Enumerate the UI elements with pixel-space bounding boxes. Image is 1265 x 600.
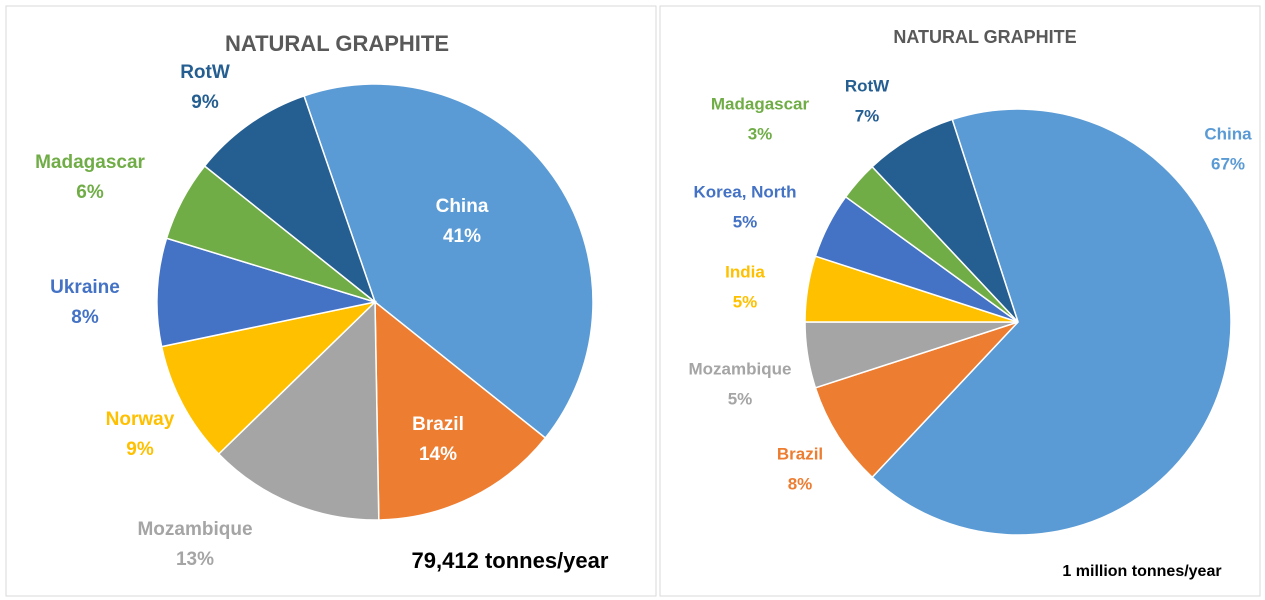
slice-label: Norway [106,409,175,430]
panel-border [659,5,1261,597]
slice-value: 6% [76,182,104,203]
slice-label: India [725,262,765,281]
slice-label: Madagascar [35,152,145,173]
panel-border [5,5,657,597]
slice-value: 3% [748,124,773,143]
slice-value: 8% [71,307,99,328]
slice-value: 8% [788,474,813,493]
slice-label: China [1204,124,1252,143]
slice-value: 9% [191,92,219,113]
slice-value: 13% [176,549,214,570]
pie-slice [203,94,377,305]
pie-slice [871,118,1019,323]
slice-label: Madagascar [711,94,810,113]
slice-value: 41% [443,226,481,247]
pie-slice [871,108,1232,536]
slice-label: Korea, North [694,182,797,201]
slice-value: 14% [419,444,457,465]
slice-value: 5% [733,292,758,311]
pie-slice [217,300,380,521]
slice-label: RotW [845,76,890,95]
slice-value: 9% [126,439,154,460]
chart-title: NATURAL GRAPHITE [893,27,1076,47]
slice-label: RotW [180,62,230,83]
pie-slice [160,300,378,456]
slice-label: Brazil [777,444,823,463]
slice-value: 5% [733,212,758,231]
pie-slice [156,237,376,348]
slice-label: Mozambique [689,359,792,378]
annotation: 1 million tonnes/year [1062,563,1221,580]
pie-slice [303,83,594,440]
slice-value: 67% [1211,154,1245,173]
slice-label: Ukraine [50,277,120,298]
slice-label: Brazil [412,414,464,435]
pie-slice [814,321,1019,479]
pie-slice [374,300,547,521]
slice-label: Mozambique [137,519,252,540]
annotation: 79,412 tonnes/year [412,548,609,573]
slice-value: 5% [728,389,753,408]
chart-title: NATURAL GRAPHITE [225,31,449,56]
slice-label: China [436,196,489,217]
slice-value: 7% [855,106,880,125]
